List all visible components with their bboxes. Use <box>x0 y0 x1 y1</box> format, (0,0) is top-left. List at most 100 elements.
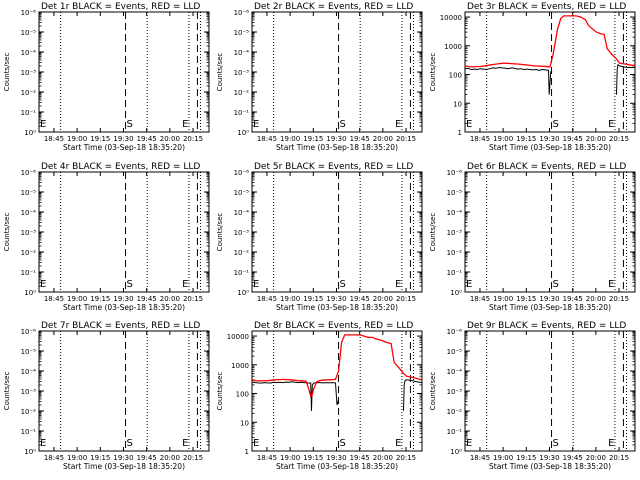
panel-title: Det 3r BLACK = Events, RED = LLD <box>467 2 626 12</box>
x-tick-label: 18:45 <box>470 135 490 143</box>
x-tick-label: 19:45 <box>563 135 583 143</box>
y-tick-label: 10⁻⁵ <box>234 29 250 37</box>
s-marker-label: S <box>553 438 559 449</box>
x-tick-label: 19:00 <box>493 135 513 143</box>
e-marker-label: E <box>608 119 614 130</box>
y-axis-label: Counts/sec <box>429 372 437 411</box>
e-marker-label: E <box>395 119 401 130</box>
y-tick-label: 10⁰ <box>237 129 249 137</box>
y-tick-label: 10⁻¹ <box>21 428 37 436</box>
x-tick-label: 18:45 <box>470 295 490 303</box>
y-tick-label: 10⁻⁵ <box>447 348 463 356</box>
x-tick-label: 19:00 <box>67 295 87 303</box>
x-tick-label: 19:30 <box>326 454 346 462</box>
x-tick-label: 20:00 <box>373 135 393 143</box>
x-tick-label: 20:15 <box>183 135 203 143</box>
plot-frame <box>464 11 636 133</box>
plot-frame <box>38 11 210 133</box>
x-tick-label: 20:15 <box>609 454 629 462</box>
y-tick-label: 10⁻⁶ <box>21 328 37 336</box>
e-marker-label: E <box>395 438 401 449</box>
x-tick-label: 19:30 <box>113 135 133 143</box>
e-marker-label: E <box>608 279 614 290</box>
x-tick-label: 19:30 <box>539 454 559 462</box>
panel-title: Det 5r BLACK = Events, RED = LLD <box>254 162 413 172</box>
x-tick-label: 19:45 <box>137 295 157 303</box>
y-axis-label: Counts/sec <box>429 213 437 252</box>
x-axis-label: Start Time (03-Sep-18 18:35:20) <box>63 462 185 471</box>
x-tick-label: 19:00 <box>280 295 300 303</box>
plot-frame <box>251 330 423 452</box>
y-tick-label: 10⁻² <box>21 249 37 257</box>
events-series-line <box>403 379 422 411</box>
x-tick-label: 19:45 <box>137 135 157 143</box>
y-tick-label: 10⁻² <box>21 89 37 97</box>
s-marker-label: S <box>340 279 346 290</box>
y-tick-label: 10⁻³ <box>21 388 37 396</box>
y-tick-label: 10⁻¹ <box>21 109 37 117</box>
y-axis-label: Counts/sec <box>3 213 11 252</box>
y-tick-label: 10⁻⁵ <box>447 189 463 197</box>
y-tick-label: 10⁻⁵ <box>234 189 250 197</box>
y-tick-label: 10⁻³ <box>447 229 463 237</box>
e-marker-label: E <box>182 438 188 449</box>
x-tick-label: 20:00 <box>586 135 606 143</box>
x-tick-label: 20:15 <box>396 295 416 303</box>
x-tick-label: 20:15 <box>183 454 203 462</box>
e-marker-label-left: E <box>466 279 472 290</box>
y-tick-label: 10⁻³ <box>21 229 37 237</box>
plot-frame <box>464 171 636 293</box>
y-axis-label: Counts/sec <box>216 372 224 411</box>
y-tick-label: 10⁻¹ <box>447 269 463 277</box>
x-tick-label: 19:15 <box>516 454 536 462</box>
x-tick-label: 19:15 <box>303 135 323 143</box>
y-tick-label: 10⁻² <box>447 249 463 257</box>
events-series-line <box>465 66 552 95</box>
e-marker-label-left: E <box>253 279 259 290</box>
x-tick-label: 19:30 <box>326 295 346 303</box>
x-tick-label: 20:15 <box>396 135 416 143</box>
series-group <box>252 334 422 411</box>
plot-frame <box>464 330 636 452</box>
x-axis-label: Start Time (03-Sep-18 18:35:20) <box>489 303 611 312</box>
y-tick-label: 10⁰ <box>24 289 36 297</box>
lld-series-line <box>465 15 635 68</box>
e-marker-label-left: E <box>466 119 472 130</box>
s-marker-label: S <box>127 119 133 130</box>
y-tick-label: 10⁰ <box>24 448 36 456</box>
y-tick-label: 10⁰ <box>450 289 462 297</box>
x-tick-label: 19:00 <box>493 454 513 462</box>
x-tick-label: 19:45 <box>563 454 583 462</box>
x-tick-label: 19:30 <box>113 454 133 462</box>
x-tick-label: 19:15 <box>516 135 536 143</box>
y-tick-label: 10⁻² <box>21 408 37 416</box>
y-tick-label: 10⁻³ <box>234 229 250 237</box>
x-tick-label: 19:30 <box>539 295 559 303</box>
y-tick-label: 10⁻⁴ <box>234 49 250 57</box>
x-tick-label: 18:45 <box>44 135 64 143</box>
x-tick-label: 19:45 <box>350 135 370 143</box>
s-marker-label: S <box>340 119 346 130</box>
y-tick-label: 1000 <box>444 43 462 51</box>
x-tick-label: 19:45 <box>350 295 370 303</box>
plot-frame <box>38 171 210 293</box>
y-tick-label: 10 <box>240 419 249 427</box>
s-marker-label: S <box>553 119 559 130</box>
x-tick-label: 20:15 <box>183 295 203 303</box>
y-tick-label: 10⁻² <box>447 408 463 416</box>
e-marker-label-left: E <box>253 438 259 449</box>
x-tick-label: 19:30 <box>539 135 559 143</box>
x-tick-label: 19:00 <box>280 135 300 143</box>
plot-frame <box>251 11 423 133</box>
y-tick-label: 10⁻¹ <box>21 269 37 277</box>
x-axis-label: Start Time (03-Sep-18 18:35:20) <box>63 303 185 312</box>
x-tick-label: 20:00 <box>586 454 606 462</box>
x-axis-label: Start Time (03-Sep-18 18:35:20) <box>63 143 185 152</box>
x-tick-label: 19:15 <box>90 454 110 462</box>
y-tick-label: 10⁻⁴ <box>447 368 463 376</box>
y-tick-label: 10⁻⁵ <box>21 189 37 197</box>
x-axis-label: Start Time (03-Sep-18 18:35:20) <box>489 462 611 471</box>
